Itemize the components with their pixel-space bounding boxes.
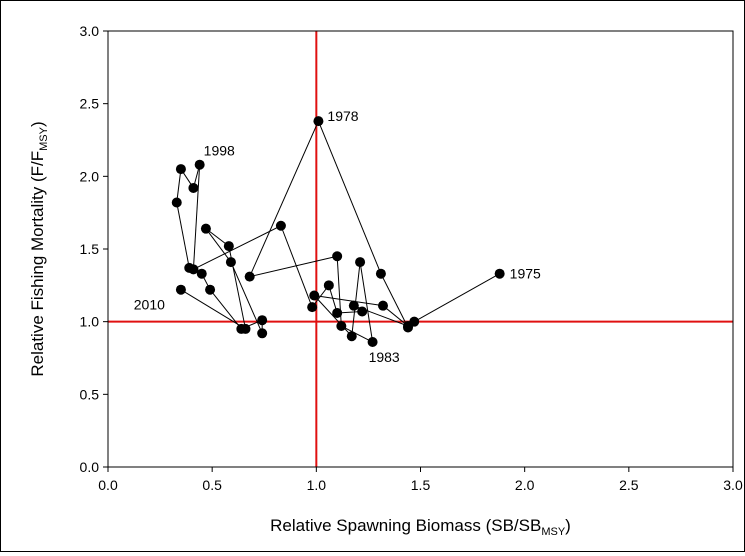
data-point [323, 280, 334, 291]
trajectory-segment [176, 202, 190, 268]
data-point [200, 223, 211, 234]
y-tick-label: 2.0 [80, 168, 100, 184]
x-tick-label: 1.0 [307, 477, 327, 493]
x-axis-title-sub: MSY [541, 526, 566, 538]
trajectory-segment [313, 295, 353, 337]
data-point [336, 321, 347, 332]
data-point [313, 116, 324, 127]
trajectory-segment [317, 120, 382, 274]
point-label-1998: 1998 [204, 143, 235, 159]
x-axis-title-end: ) [565, 516, 571, 535]
data-point [375, 268, 386, 279]
plot-area-border [107, 30, 734, 468]
data-point [257, 315, 268, 326]
data-point [309, 290, 320, 301]
trajectory-segment [380, 273, 409, 328]
x-tick-label: 2.5 [619, 477, 639, 493]
data-point [205, 284, 216, 295]
y-tick-label: 0.0 [80, 459, 100, 475]
trajectory-segment [205, 228, 232, 263]
data-point [240, 323, 251, 334]
y-axis-title-main: Relative Fishing Mortality (F/F [28, 151, 47, 377]
data-point [346, 331, 357, 342]
data-point [355, 257, 366, 268]
ticks-layer: 0.0 0.5 1.0 1.5 2.0 2.5 3.0 0.0 0.5 1.0 1.5 2.0 2.5 3… [80, 23, 743, 493]
trajectory-segment [192, 164, 201, 270]
data-point [184, 262, 195, 273]
trajectory-segment [230, 261, 263, 334]
data-point [348, 300, 359, 311]
x-axis-title: Relative Spawning Biomass (SB/SBMSY) [270, 516, 571, 538]
data-point [175, 284, 186, 295]
x-axis-title-main: Relative Spawning Biomass (SB/SB [270, 516, 541, 535]
y-tick-label: 1.5 [80, 241, 100, 257]
data-point [244, 271, 255, 282]
data-point [494, 268, 505, 279]
trajectory-segment [382, 305, 409, 327]
data-points [171, 116, 505, 348]
trajectory-segment [314, 295, 384, 307]
x-tick-label: 3.0 [723, 477, 743, 493]
trajectory-segment [180, 289, 246, 330]
data-point [367, 337, 378, 348]
data-point [332, 307, 343, 318]
data-point [275, 220, 286, 231]
trajectory-segment [280, 225, 313, 308]
point-label-2010: 2010 [134, 297, 165, 313]
trajectory-segment [249, 255, 338, 278]
data-point [194, 159, 205, 170]
reference-lines [108, 31, 733, 467]
data-point [223, 241, 234, 252]
data-point [332, 251, 343, 262]
y-tick-label: 3.0 [80, 23, 100, 39]
y-axis-title: Relative Fishing Mortality (F/FMSY) [28, 121, 50, 376]
x-tick-label: 2.0 [515, 477, 535, 493]
data-point [225, 257, 236, 268]
trajectory-segment [249, 120, 319, 277]
trajectory-segment [176, 169, 182, 203]
x-tick-label: 0.0 [98, 477, 118, 493]
data-point [171, 197, 182, 208]
data-point [196, 268, 207, 279]
data-point [357, 306, 368, 317]
y-tick-label: 2.5 [80, 96, 100, 112]
trajectory-segment [414, 273, 500, 323]
point-label-1983: 1983 [369, 349, 400, 365]
x-tick-label: 0.5 [202, 477, 222, 493]
data-point [188, 182, 199, 193]
trajectory-segment [341, 325, 373, 343]
y-tick-label: 1.0 [80, 314, 100, 330]
y-tick-label: 0.5 [80, 386, 100, 402]
data-point [378, 300, 388, 311]
trajectory-segment [193, 225, 282, 270]
data-point [307, 302, 318, 313]
y-axis-title-end: ) [28, 121, 47, 127]
trajectory-segment [209, 289, 242, 330]
point-label-1978: 1978 [327, 108, 358, 124]
x-tick-label: 1.5 [411, 477, 431, 493]
data-point [257, 328, 268, 339]
data-point [175, 164, 186, 175]
trajectory-segment [359, 262, 374, 343]
point-label-1975: 1975 [510, 266, 541, 282]
data-point [403, 321, 413, 332]
trajectory-segment [351, 262, 361, 337]
y-axis-title-sub: MSY [38, 126, 50, 151]
point-labels: 1975 1978 1983 1998 2010 [134, 108, 541, 365]
